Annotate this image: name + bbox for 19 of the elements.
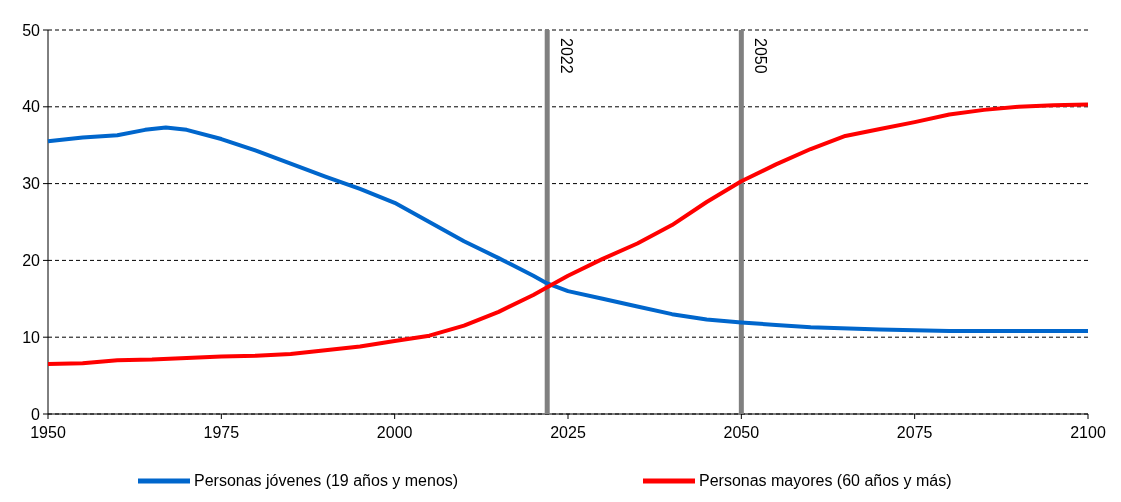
- x-tick-label: 2100: [1070, 424, 1106, 441]
- y-tick-label: 30: [22, 175, 41, 193]
- line-series: [46, 102, 1090, 367]
- y-tick-label: 20: [22, 252, 41, 269]
- x-tick-label: 1975: [203, 424, 240, 441]
- line-series: [46, 125, 1090, 334]
- y-tick-label: 50: [22, 21, 41, 39]
- x-tick-label: 1950: [30, 424, 66, 441]
- ref-line-label: 2050: [752, 38, 770, 74]
- ref-line-label: 2022: [558, 38, 576, 74]
- legend-label: Personas mayores (60 años y más): [699, 472, 952, 489]
- x-tick-label: 2000: [376, 424, 413, 441]
- x-tick-label: 2075: [896, 424, 933, 441]
- y-tick-label: 0: [31, 405, 41, 423]
- legend-label: Personas jóvenes (19 años y menos): [194, 472, 459, 489]
- y-tick-label: 40: [22, 98, 41, 116]
- y-tick-label: 10: [22, 328, 41, 346]
- x-tick-label: 2050: [723, 424, 760, 441]
- x-tick-label: 2025: [550, 424, 586, 441]
